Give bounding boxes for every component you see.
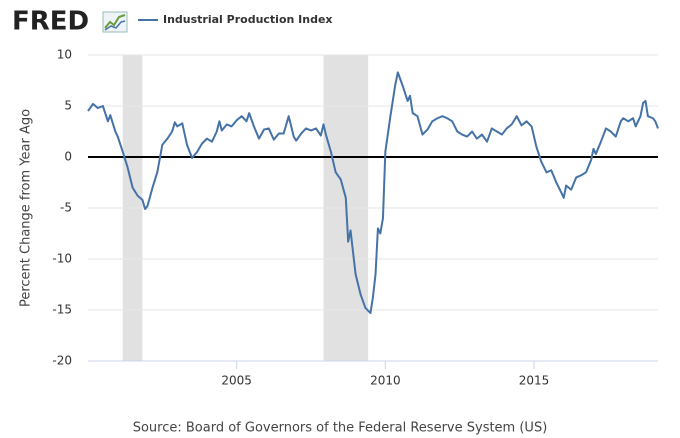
y-tick-label: -20	[52, 354, 72, 368]
logo-icon	[102, 11, 128, 33]
y-tick-label: -5	[60, 201, 72, 215]
series-line	[87, 71, 659, 315]
source-note: Source: Board of Governors of the Federa…	[133, 421, 548, 436]
y-tick-label: -10	[52, 252, 72, 266]
x-tick-label: 2005	[221, 374, 252, 388]
legend-label: Industrial Production Index	[163, 13, 333, 26]
logo: FRED	[12, 7, 89, 37]
x-tick-label: 2010	[370, 374, 401, 388]
y-axis-title: Percent Change from Year Ago	[19, 109, 34, 307]
y-tick-label: 10	[57, 48, 72, 62]
y-tick-label: 0	[64, 150, 72, 164]
y-tick-label: 5	[64, 99, 72, 113]
x-tick-label: 2015	[519, 374, 550, 388]
y-tick-label: -15	[52, 303, 72, 317]
